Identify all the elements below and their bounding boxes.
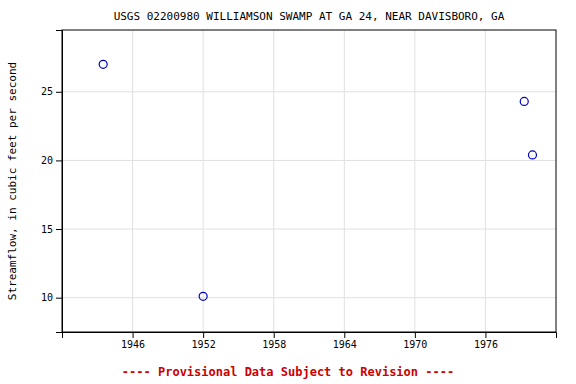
grid-line <box>485 30 486 332</box>
tick: 25 <box>41 86 62 97</box>
point <box>528 151 536 159</box>
tick-mark <box>203 332 204 338</box>
y-axis-title: Streamflow, in cubic feet per second <box>6 62 19 300</box>
tick-mark <box>56 229 62 230</box>
chart: 1946 1952 1958 1964 1970 1976 10 15 20 25 USGS 022… <box>0 0 576 384</box>
title: USGS 02200980 WILLIAMSON SWAMP AT GA 24,… <box>114 10 505 23</box>
tick-label: 1952 <box>192 339 216 350</box>
grid-line <box>203 30 204 332</box>
tick-label: 15 <box>41 224 53 235</box>
tick: 1970 <box>403 332 427 350</box>
axis-line <box>56 31 63 333</box>
point <box>99 60 107 68</box>
tick: 1946 <box>121 332 145 350</box>
grid-line <box>132 30 133 332</box>
tick: 1958 <box>262 332 286 350</box>
y-axis: 10 15 20 25 <box>41 31 63 333</box>
tick-mark <box>56 92 62 93</box>
grid-line <box>273 30 274 332</box>
grid-line <box>62 297 556 298</box>
plot: 1946 1952 1958 1964 1970 1976 10 15 20 25 <box>41 30 557 350</box>
tick: 1976 <box>474 332 498 350</box>
tick-label: 1976 <box>474 339 498 350</box>
tick: 10 <box>41 292 62 303</box>
tick: 20 <box>41 155 62 166</box>
tick-label: 10 <box>41 292 53 303</box>
tick: 15 <box>41 224 62 235</box>
axis-line <box>63 333 557 339</box>
tick-label: 1964 <box>333 339 357 350</box>
tick-mark <box>56 160 62 161</box>
point <box>199 292 207 300</box>
tick-label: 20 <box>41 155 53 166</box>
tick: 1964 <box>333 332 357 350</box>
footer: ---- Provisional Data Subject to Revisio… <box>122 365 454 379</box>
grid-line <box>62 160 556 161</box>
grid-line <box>62 229 556 230</box>
tick-mark <box>133 332 134 338</box>
grid-line <box>414 30 415 332</box>
tick-mark <box>344 332 345 338</box>
tick-label: 1946 <box>121 339 145 350</box>
grid-line <box>344 30 345 332</box>
plot-frame <box>62 30 556 332</box>
tick-label: 1970 <box>403 339 427 350</box>
tick-mark <box>274 332 275 338</box>
tick-mark <box>56 298 62 299</box>
points <box>99 60 536 300</box>
tick-mark <box>415 332 416 338</box>
grid-line <box>62 91 556 92</box>
grid <box>62 30 556 332</box>
tick: 1952 <box>192 332 216 350</box>
tick-mark <box>485 332 486 338</box>
tick-label: 25 <box>41 86 53 97</box>
tick-label: 1958 <box>262 339 286 350</box>
point <box>520 97 528 105</box>
x-axis: 1946 1952 1958 1964 1970 1976 <box>63 332 557 350</box>
